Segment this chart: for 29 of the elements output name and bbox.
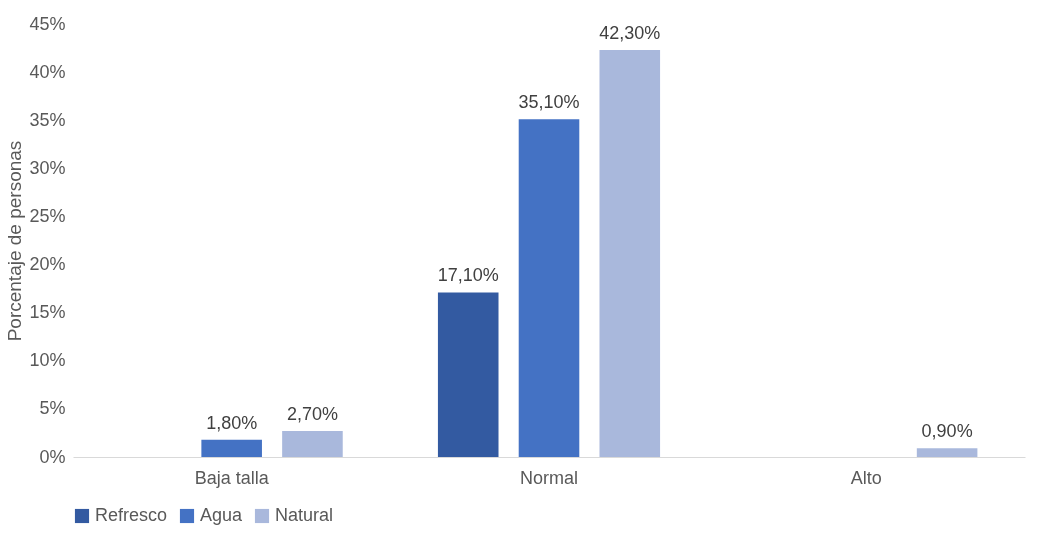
x-tick-label: Normal bbox=[519, 467, 579, 488]
bar bbox=[282, 431, 343, 457]
y-tick-label: 10% bbox=[29, 350, 66, 371]
data-label: 2,70% bbox=[286, 404, 338, 425]
x-tick-label: Baja talla bbox=[194, 467, 270, 488]
y-tick-label: 5% bbox=[39, 398, 66, 419]
y-tick-label: 25% bbox=[29, 205, 66, 226]
bar bbox=[599, 49, 661, 457]
legend-label: Agua bbox=[200, 505, 244, 525]
legend-label: Natural bbox=[275, 505, 334, 525]
y-tick-label: 0% bbox=[39, 446, 66, 467]
x-tick-label: Alto bbox=[850, 467, 882, 488]
y-tick-label: 40% bbox=[29, 61, 66, 82]
data-label: 42,30% bbox=[599, 22, 661, 43]
y-tick-label: 35% bbox=[29, 109, 66, 130]
y-tick-label: 45% bbox=[29, 13, 66, 34]
data-label: 17,10% bbox=[437, 265, 499, 286]
y-tick-label: 30% bbox=[29, 157, 66, 178]
data-label: 1,80% bbox=[206, 412, 258, 433]
legend-label: Refresco bbox=[95, 505, 168, 525]
data-label: 35,10% bbox=[518, 92, 580, 113]
bar bbox=[201, 439, 262, 457]
y-tick-label: 20% bbox=[29, 254, 66, 275]
bar bbox=[916, 448, 978, 457]
y-tick-label: 15% bbox=[29, 302, 66, 323]
y-axis-title: Porcentaje de personas bbox=[4, 140, 26, 342]
bar bbox=[518, 119, 580, 457]
data-label: 0,90% bbox=[921, 421, 973, 442]
bar bbox=[437, 292, 499, 457]
